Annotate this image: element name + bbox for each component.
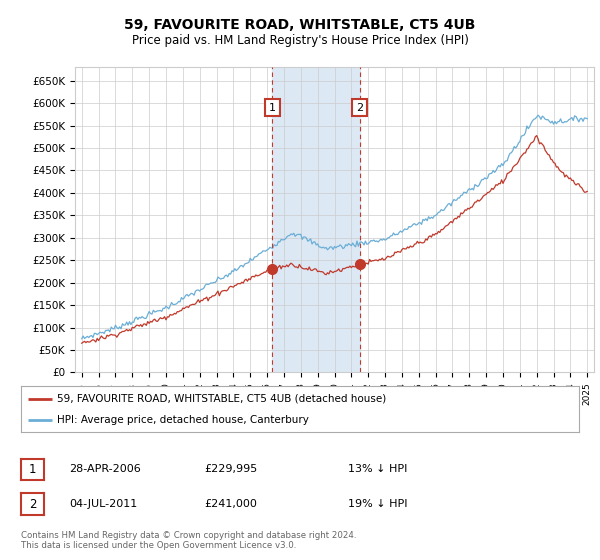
Text: 1: 1 (269, 102, 276, 113)
Text: 1: 1 (29, 463, 36, 476)
Text: 13% ↓ HPI: 13% ↓ HPI (348, 464, 407, 474)
Text: 59, FAVOURITE ROAD, WHITSTABLE, CT5 4UB (detached house): 59, FAVOURITE ROAD, WHITSTABLE, CT5 4UB … (57, 394, 386, 404)
Text: 2: 2 (356, 102, 364, 113)
Text: Price paid vs. HM Land Registry's House Price Index (HPI): Price paid vs. HM Land Registry's House … (131, 34, 469, 47)
Text: 28-APR-2006: 28-APR-2006 (69, 464, 141, 474)
Text: 59, FAVOURITE ROAD, WHITSTABLE, CT5 4UB: 59, FAVOURITE ROAD, WHITSTABLE, CT5 4UB (124, 18, 476, 32)
Text: HPI: Average price, detached house, Canterbury: HPI: Average price, detached house, Cant… (57, 415, 309, 425)
Text: 04-JUL-2011: 04-JUL-2011 (69, 499, 137, 509)
Text: 19% ↓ HPI: 19% ↓ HPI (348, 499, 407, 509)
Bar (272, 67, 360, 372)
Text: £229,995: £229,995 (204, 464, 257, 474)
Text: 2: 2 (29, 497, 36, 511)
Text: £241,000: £241,000 (204, 499, 257, 509)
Text: Contains HM Land Registry data © Crown copyright and database right 2024.
This d: Contains HM Land Registry data © Crown c… (21, 531, 356, 550)
